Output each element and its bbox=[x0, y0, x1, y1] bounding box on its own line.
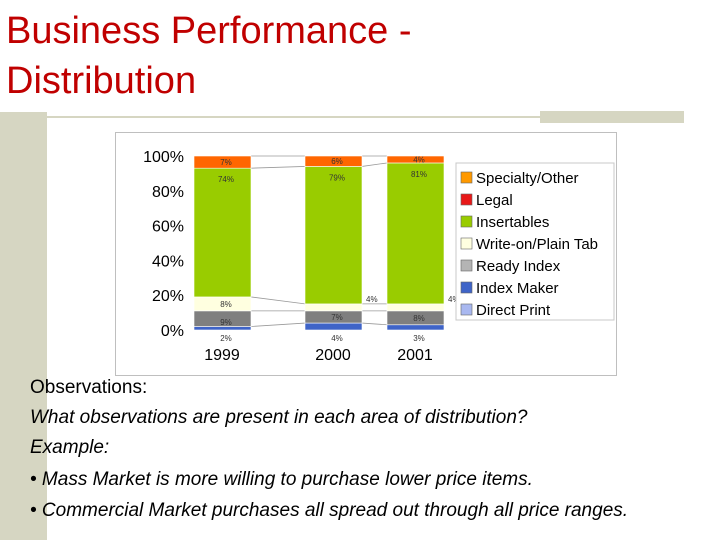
title-line-2: Distribution bbox=[6, 60, 197, 102]
series-connector-line bbox=[250, 166, 306, 169]
data-label: 4% bbox=[331, 334, 343, 343]
bar-segment bbox=[386, 324, 445, 331]
data-label: 2% bbox=[220, 334, 232, 343]
data-label: 8% bbox=[413, 314, 425, 323]
legend-swatch bbox=[460, 281, 473, 294]
x-category-label: 2001 bbox=[397, 347, 433, 364]
bar-segment bbox=[386, 162, 445, 305]
data-label: 9% bbox=[220, 318, 232, 327]
bar-segment bbox=[193, 155, 252, 169]
y-tick-label: 80% bbox=[152, 184, 184, 201]
series-connector-line bbox=[250, 296, 306, 305]
stacked-bar-chart: 0% 20% 40% 60% 80% 100% 2% 9% 8% 74% 7% 1999 4% 7% 4% 7… bbox=[143, 149, 615, 364]
x-category-label: 1999 bbox=[204, 347, 240, 364]
bar-segment bbox=[193, 167, 252, 298]
bullet-mass-market: • Mass Market is more willing to purchas… bbox=[30, 469, 533, 490]
legend-label: Specialty/Other bbox=[476, 170, 579, 187]
legend-swatch bbox=[460, 215, 473, 228]
data-label: 81% bbox=[411, 170, 427, 179]
data-label: 7% bbox=[331, 313, 343, 322]
bar-segment bbox=[304, 303, 363, 312]
legend-swatch bbox=[460, 171, 473, 184]
y-tick-label: 40% bbox=[152, 253, 184, 270]
slide-title: Business Performance - Distribution bbox=[6, 6, 412, 106]
y-tick-label: 20% bbox=[152, 288, 184, 305]
observations-heading: Observations: bbox=[30, 377, 148, 398]
legend-label: Insertables bbox=[476, 214, 549, 231]
bar-segment bbox=[304, 166, 363, 305]
y-tick-label: 0% bbox=[161, 323, 184, 340]
legend-label: Index Maker bbox=[476, 280, 559, 297]
legend-swatch bbox=[460, 303, 473, 316]
series-connector-line bbox=[250, 322, 306, 327]
data-label: 4% bbox=[413, 155, 425, 164]
legend-swatch bbox=[460, 193, 473, 206]
data-label: 7% bbox=[220, 158, 232, 167]
series-connector-line bbox=[361, 162, 388, 167]
title-area: Business Performance - Distribution bbox=[0, 0, 720, 112]
legend-swatch bbox=[460, 259, 473, 272]
legend-label: Direct Print bbox=[476, 302, 551, 319]
bullet-commercial-market: • Commercial Market purchases all spread… bbox=[30, 500, 629, 521]
legend-label: Legal bbox=[476, 192, 513, 209]
data-label: 6% bbox=[331, 157, 343, 166]
bar-segment bbox=[304, 322, 363, 331]
bar-segment bbox=[386, 303, 445, 312]
observations-block: Observations: What observations are pres… bbox=[30, 375, 700, 521]
legend-label: Ready Index bbox=[476, 258, 561, 275]
legend-box bbox=[455, 162, 615, 321]
y-tick-label: 100% bbox=[143, 149, 184, 166]
data-label: 74% bbox=[218, 175, 234, 184]
bar-segment bbox=[386, 155, 445, 164]
title-line-1: Business Performance - bbox=[6, 10, 412, 52]
y-tick-label: 60% bbox=[152, 219, 184, 236]
data-label: 4% bbox=[366, 295, 378, 304]
series-connector-line bbox=[361, 322, 388, 326]
title-accent-block bbox=[540, 111, 684, 123]
example-label: Example: bbox=[30, 437, 110, 458]
x-category-label: 2000 bbox=[315, 347, 351, 364]
observations-question: What observations are present in each ar… bbox=[30, 407, 528, 428]
data-label: 4% bbox=[448, 295, 460, 304]
bar-segment bbox=[304, 155, 363, 167]
legend-swatch bbox=[460, 237, 473, 250]
data-label: 8% bbox=[220, 300, 232, 309]
data-label: 3% bbox=[413, 334, 425, 343]
chart-frame: 0% 20% 40% 60% 80% 100% 2% 9% 8% 74% 7% 1999 4% 7% 4% 7… bbox=[115, 132, 617, 376]
bar-segment bbox=[193, 326, 252, 331]
title-divider bbox=[30, 116, 540, 118]
data-label: 79% bbox=[329, 173, 345, 182]
legend-label: Write-on/Plain Tab bbox=[476, 236, 598, 253]
